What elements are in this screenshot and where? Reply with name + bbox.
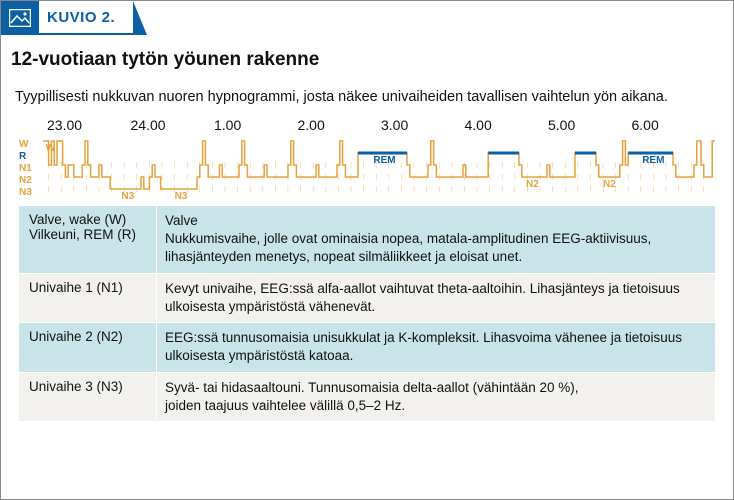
image-icon — [1, 1, 39, 35]
hypnogram-chart: 23.0024.001.002.003.004.005.006.00 WRN1N… — [19, 117, 715, 205]
table-cell-stage: Valve, wake (W)Vilkeuni, REM (R) — [19, 206, 157, 273]
stage-label-R: R — [19, 151, 43, 163]
page-subtitle: Tyypillisesti nukkuvan nuoren hypnogramm… — [1, 75, 733, 113]
table-cell-stage: Univaihe 3 (N3) — [19, 373, 157, 421]
stage-label-N3: N3 — [19, 187, 43, 199]
table-row: Univaihe 2 (N2)EEG:ssä tunnusomaisia uni… — [19, 322, 715, 371]
time-tick-label: 24.00 — [131, 117, 215, 133]
table-row: Univaihe 3 (N3)Syvä- tai hidasaaltouni. … — [19, 372, 715, 421]
time-tick-label: 5.00 — [548, 117, 632, 133]
stage-label-N1: N1 — [19, 163, 43, 175]
table-row: Valve, wake (W)Vilkeuni, REM (R)ValveNuk… — [19, 205, 715, 273]
chart-annotation: REM — [642, 155, 664, 166]
figure-label-text: KUVIO 2. — [47, 9, 115, 26]
table-row: Univaihe 1 (N1)Kevyt univaihe, EEG:ssä a… — [19, 273, 715, 322]
stage-label-N2: N2 — [19, 175, 43, 187]
figure-header: KUVIO 2. — [1, 1, 733, 35]
chart-annotation: N3 — [175, 191, 188, 202]
table-cell-stage: Univaihe 1 (N1) — [19, 274, 157, 322]
chart-annotation: N2 — [526, 179, 539, 190]
hypnogram-plot: W N3 N3 REM N2 N2 REM — [43, 137, 715, 199]
stage-label-W: W — [19, 139, 43, 151]
stage-description-table: Valve, wake (W)Vilkeuni, REM (R)ValveNuk… — [19, 205, 715, 421]
figure-label: KUVIO 2. — [39, 1, 133, 35]
page-title: 12-vuotiaan tytön yöunen rakenne — [1, 35, 733, 75]
time-tick-label: 3.00 — [381, 117, 465, 133]
time-tick-label: 2.00 — [298, 117, 382, 133]
time-tick-label: 4.00 — [465, 117, 549, 133]
table-cell-stage: Univaihe 2 (N2) — [19, 323, 157, 371]
table-cell-desc: ValveNukkumisvaihe, jolle ovat ominaisia… — [157, 206, 715, 273]
time-tick-label: 23.00 — [47, 117, 131, 133]
time-tick-label: 1.00 — [214, 117, 298, 133]
time-axis: 23.0024.001.002.003.004.005.006.00 — [47, 117, 715, 133]
stage-axis-labels: WRN1N2N3 — [19, 137, 43, 205]
table-cell-desc: EEG:ssä tunnusomaisia unisukkulat ja K-k… — [157, 323, 715, 371]
table-cell-desc: Kevyt univaihe, EEG:ssä alfa-aallot vaih… — [157, 274, 715, 322]
chart-annotation: REM — [373, 155, 395, 166]
chart-annotation: N2 — [603, 179, 616, 190]
chart-annotation: W — [46, 143, 55, 154]
table-cell-desc: Syvä- tai hidasaaltouni. Tunnusomaisia d… — [157, 373, 715, 421]
time-tick-label: 6.00 — [632, 117, 716, 133]
chart-annotation: N3 — [121, 191, 134, 202]
